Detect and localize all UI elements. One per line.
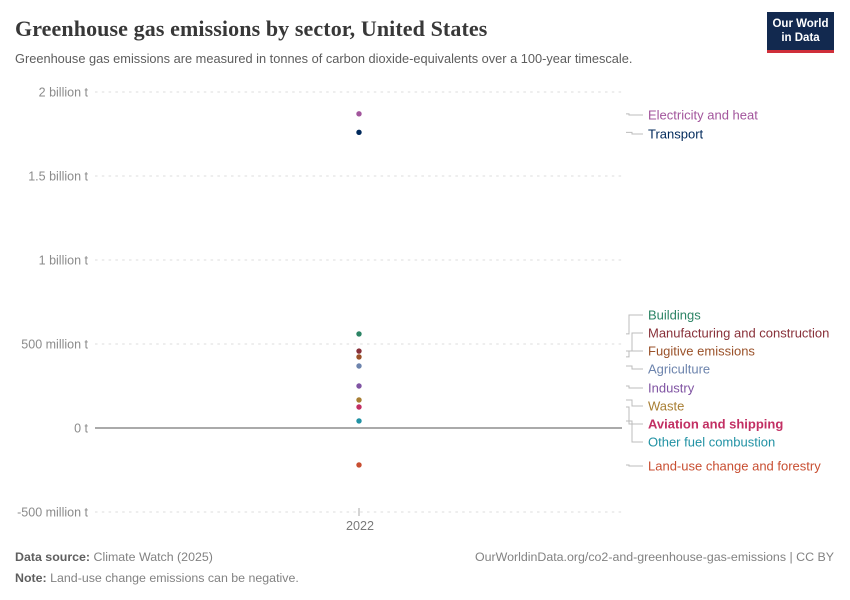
series-label[interactable]: Electricity and heat	[648, 108, 758, 123]
chart-footer: Data source: Climate Watch (2025) Note: …	[15, 547, 834, 590]
series-label[interactable]: Aviation and shipping	[648, 417, 783, 432]
series-label[interactable]: Other fuel combustion	[648, 435, 775, 450]
series-label[interactable]: Industry	[648, 381, 695, 396]
series-label[interactable]: Buildings	[648, 308, 701, 323]
y-axis-tick-label: -500 million t	[17, 505, 88, 519]
note-label: Note:	[15, 571, 47, 586]
data-point[interactable]	[356, 363, 362, 369]
data-point[interactable]	[356, 383, 362, 389]
series-label[interactable]: Transport	[648, 127, 704, 142]
chart-title: Greenhouse gas emissions by sector, Unit…	[15, 16, 488, 41]
y-axis-tick-label: 500 million t	[21, 337, 88, 351]
legend-connector	[626, 420, 643, 443]
data-source-value: Climate Watch (2025)	[93, 550, 213, 564]
series-label[interactable]: Land-use change and forestry	[648, 459, 821, 474]
chart-header: Greenhouse gas emissions by sector, Unit…	[15, 16, 750, 68]
y-axis-tick-label: 1.5 billion t	[28, 169, 88, 183]
attribution-link[interactable]: OurWorldinData.org/co2-and-greenhouse-ga…	[474, 550, 834, 564]
data-point[interactable]	[356, 404, 362, 410]
legend-connector	[626, 365, 643, 370]
owid-logo-line2: in Data	[781, 31, 820, 44]
data-source-label: Data source:	[15, 550, 91, 564]
owid-logo[interactable]: Our World in Data	[767, 12, 834, 54]
data-point[interactable]	[356, 418, 362, 424]
data-source-line: Data source: Climate Watch (2025)	[15, 547, 299, 568]
y-axis-tick-label: 0 t	[74, 421, 88, 435]
y-axis-tick-label: 2 billion t	[39, 85, 89, 99]
legend-connector	[626, 350, 643, 358]
footer-left: Data source: Climate Watch (2025) Note: …	[15, 547, 299, 590]
legend-connector	[626, 332, 643, 352]
chart-subtitle: Greenhouse gas emissions are measured in…	[15, 51, 633, 67]
series-label[interactable]: Agriculture	[648, 362, 710, 377]
data-point[interactable]	[356, 129, 362, 136]
legend-connector	[626, 406, 643, 425]
note-line: Note: Land-use change emissions can be n…	[15, 568, 299, 589]
data-point[interactable]	[356, 397, 362, 403]
legend-connector	[626, 464, 643, 467]
data-point[interactable]	[356, 354, 362, 360]
x-axis-tick-label: 2022	[346, 519, 374, 533]
y-axis-tick-label: 1 billion t	[39, 253, 89, 267]
series-label[interactable]: Waste	[648, 399, 684, 414]
data-point[interactable]	[356, 111, 362, 117]
legend-connector	[626, 399, 643, 407]
note-value: Land-use change emissions can be negativ…	[50, 571, 299, 586]
data-point[interactable]	[356, 462, 362, 468]
data-point[interactable]	[356, 331, 362, 337]
data-point[interactable]	[356, 348, 362, 354]
owid-logo-line1: Our World	[772, 18, 829, 30]
legend-connector	[626, 314, 643, 335]
series-label[interactable]: Manufacturing and construction	[648, 326, 829, 341]
legend-connector	[626, 131, 643, 135]
legend-connector	[626, 385, 643, 389]
legend-connector	[626, 113, 643, 116]
series-label[interactable]: Fugitive emissions	[648, 344, 755, 359]
